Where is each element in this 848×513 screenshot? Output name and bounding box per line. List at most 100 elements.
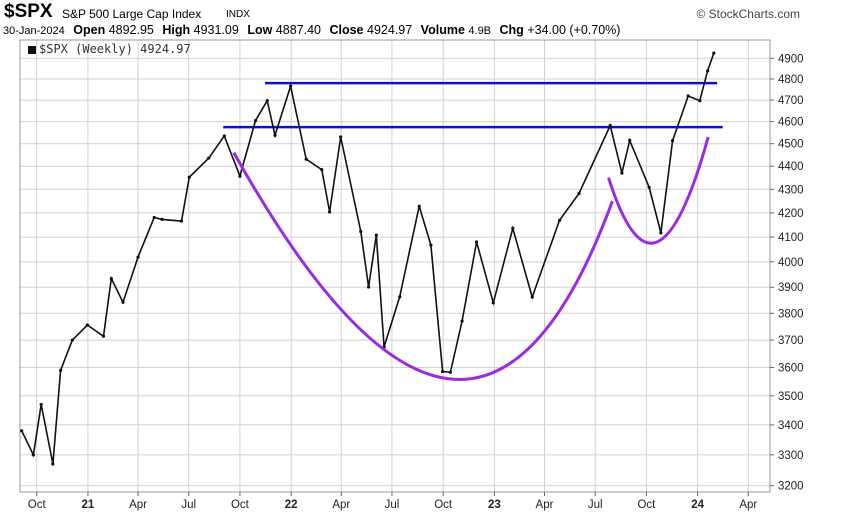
price-point [474,240,479,244]
price-point [647,185,651,190]
price-point [398,295,402,299]
price-point [289,84,293,88]
price-point [429,243,433,247]
cup-curve [232,151,614,381]
high-value: 4931.09 [193,23,239,37]
handle-curve [607,136,710,245]
y-tick-label: 3600 [778,363,804,375]
date: 30-Jan-2024 [3,25,65,37]
price-point [70,338,74,342]
price-point [698,99,702,103]
price-point [441,369,445,374]
price-point [460,319,464,323]
x-tick-label: Jul [588,499,603,511]
low-label: Low [247,23,273,37]
price-point [109,276,113,281]
price-point [557,218,562,222]
legend-marker [28,45,36,54]
resistance-lines [223,81,723,129]
price-point [712,51,716,55]
price-point [359,229,363,234]
price-point [670,138,675,143]
price-point [253,118,258,123]
x-axis: Oct 21 Apr Jul Oct 22 Apr Jul Oct 23 Apr Jul Oct 24 Ap… [28,492,757,511]
y-tick-label: 4100 [778,232,804,244]
x-tick-label: 21 [82,499,95,511]
price-point [121,300,125,304]
exchange: INDX [226,9,250,20]
price-point [85,323,89,327]
plot-frame [19,39,771,493]
brand-watermark: © StockCharts.com [696,7,800,21]
ohlc-bar: 30-Jan-2024 Open 4892.95 High 4931.09 Lo… [3,23,843,37]
y-tick-label: 4200 [778,208,804,220]
y-tick-label: 3800 [778,308,804,320]
price-point [31,453,35,457]
legend-text: $SPX (Weekly) 4924.97 [39,42,191,56]
price-point [320,168,324,172]
y-tick-label: 4800 [778,74,804,86]
price-point [39,402,43,407]
y-tick-label: 4000 [778,257,804,269]
y-tick-label: 3900 [778,282,804,294]
price-point [620,171,624,175]
price-point [417,204,421,208]
chg-value: +34.00 (+0.70%) [527,23,621,37]
y-tick-label: 4700 [778,95,804,107]
close-value: 4924.97 [367,23,413,37]
x-tick-label: 22 [285,499,298,511]
price-point [577,191,581,196]
x-tick-label: Apr [739,499,757,511]
x-tick-label: Oct [231,499,250,511]
price-point [530,295,534,299]
low-value: 4887.40 [275,23,321,37]
volume-value: 4.9B [468,25,492,37]
y-tick-label: 4300 [778,184,804,196]
price-point [366,285,371,289]
price-point [511,226,515,230]
price-point [304,157,308,161]
x-tick-label: Jul [385,499,400,511]
symbol: $SPX [4,1,53,22]
price-point [152,215,156,220]
y-tick-label: 4500 [778,139,804,151]
x-tick-label: Oct [28,499,47,511]
x-tick-label: 24 [691,499,704,511]
high-label: High [162,23,191,37]
price-point [20,429,24,433]
close-label: Close [329,23,364,37]
y-tick-label: 3400 [778,420,804,432]
price-point [238,174,242,178]
y-tick-label: 3700 [778,335,804,347]
chg-label: Chg [499,23,524,37]
price-point [265,99,269,103]
price-point [51,462,55,466]
x-tick-label: Oct [434,499,453,511]
price-point [101,334,106,338]
x-tick-label: Oct [637,499,656,511]
price-point [273,133,277,137]
price-point [179,219,184,223]
y-tick-label: 4600 [778,117,804,129]
price-point [59,368,63,372]
grid [20,40,770,492]
open-value: 4892.95 [108,23,154,37]
price-point [339,135,343,139]
price-point [136,255,140,259]
price-point [628,138,632,142]
price-point [222,134,226,138]
x-tick-label: Apr [129,499,147,511]
price-point [160,217,164,221]
price-point [686,94,690,98]
x-tick-label: Jul [181,499,196,511]
price-point [374,233,378,237]
chart-title-bar: $SPX S&P 500 Large Cap Index INDX © Stoc… [4,1,844,22]
y-tick-label: 3300 [778,450,804,462]
price-point [659,231,663,235]
price-point [706,69,710,73]
series-legend: $SPX (Weekly) 4924.97 [28,42,191,56]
x-tick-label: Apr [536,499,554,511]
y-tick-label: 3500 [778,391,804,403]
volume-label: Volume [420,23,465,37]
